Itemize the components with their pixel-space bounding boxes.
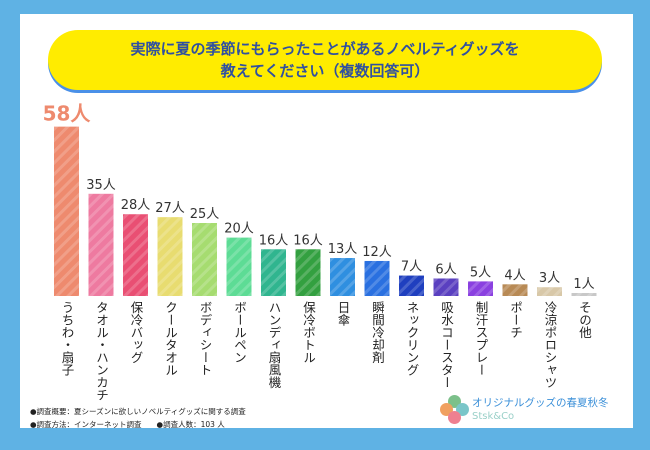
- data-label: 6人: [435, 262, 456, 277]
- data-label: 5人: [470, 265, 491, 280]
- bar-stripe: [433, 278, 459, 296]
- category-label: 制汗スプレー: [473, 301, 489, 376]
- bar-stripe: [330, 258, 355, 296]
- data-label: 4人: [504, 268, 525, 283]
- category-label: 保冷バッグ: [128, 301, 144, 364]
- bar-stripe: [537, 287, 562, 296]
- data-label: 16人: [259, 233, 289, 248]
- data-label: 27人: [155, 201, 185, 216]
- data-label: 16人: [293, 233, 323, 248]
- data-label: 58人: [43, 102, 92, 126]
- category-label: クールタオル: [163, 301, 178, 376]
- data-label: 1人: [573, 277, 594, 292]
- data-label: 25人: [190, 207, 220, 222]
- data-label: 7人: [401, 260, 422, 275]
- category-label: その他: [577, 301, 592, 339]
- title-line-1: 実際に夏の季節にもらったことがあるノベルティグッズを: [130, 40, 520, 58]
- category-label: タオル・ハンカチ: [94, 301, 109, 401]
- bar-stripe: [157, 217, 183, 296]
- data-label: 20人: [224, 222, 254, 237]
- category-label: 保冷ボトル: [301, 301, 316, 364]
- data-label: 12人: [362, 245, 392, 260]
- bar-stripe: [123, 214, 148, 296]
- logo: オリジナルグッズの春夏秋冬 Stsk&Co: [440, 393, 630, 428]
- bar-stripe: [192, 223, 217, 296]
- data-label: 28人: [121, 198, 151, 213]
- category-label: 日傘: [335, 301, 351, 326]
- bar-stripe: [364, 260, 390, 296]
- category-label: うちわ・扇子: [59, 301, 75, 376]
- data-label: 3人: [539, 271, 560, 286]
- logo-dot: [448, 411, 461, 424]
- bar-stripe: [261, 249, 286, 296]
- bar-stripe: [88, 193, 114, 296]
- bar-stripe: [571, 293, 597, 296]
- bar-stripe: [54, 126, 79, 296]
- bar-stripe: [399, 275, 424, 296]
- category-label: 吸水コースター: [439, 301, 454, 389]
- logo-text: オリジナルグッズの春夏秋冬: [472, 397, 609, 409]
- category-label: ボディシート: [197, 301, 213, 376]
- category-label: ボールペン: [232, 301, 247, 364]
- data-label: 35人: [86, 178, 116, 193]
- survey-overview: ●調査概要：夏シーズンに欲しいノベルティグッズに関する調査: [30, 407, 246, 416]
- logo-sub: Stsk&Co: [472, 411, 515, 422]
- bar-stripe: [295, 249, 321, 296]
- category-label: 冷涼ポロシャツ: [542, 301, 558, 389]
- data-label: 13人: [328, 242, 358, 257]
- title-line-2: 教えてください（複数回答可）: [220, 62, 430, 80]
- category-label: ネックリング: [404, 301, 420, 376]
- category-label: ハンディ扇風機: [266, 301, 282, 389]
- chart-title: 実際に夏の季節にもらったことがあるノベルティグッズを 教えてください（複数回答可）: [48, 30, 602, 90]
- survey-method: ●調査方法：インターネット調査 ●調査人数：103 人: [30, 420, 225, 429]
- category-label: ポーチ: [508, 301, 523, 339]
- bar-stripe: [468, 281, 493, 296]
- bar-stripe: [226, 237, 252, 296]
- bar-stripe: [502, 284, 528, 296]
- survey-notes: ●調査概要：夏シーズンに欲しいノベルティグッズに関する調査 ●調査方法：インター…: [30, 405, 246, 431]
- category-label: 瞬間冷却剤: [370, 301, 385, 364]
